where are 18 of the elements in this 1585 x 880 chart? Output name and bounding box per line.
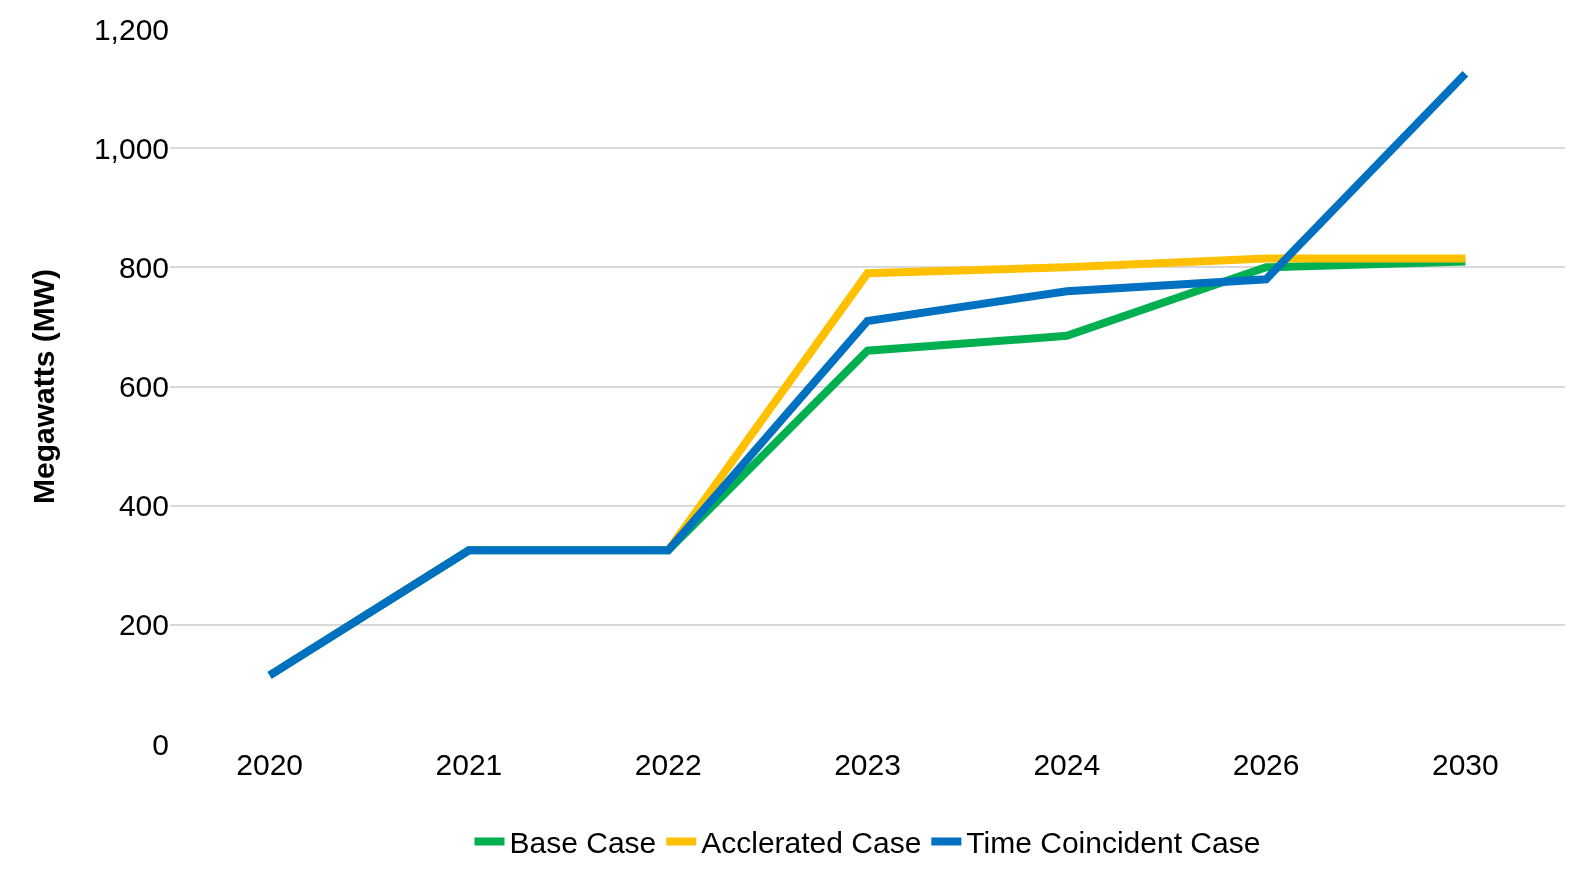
y-tick-label: 800 [118,250,169,284]
x-tick-label: 2026 [1232,748,1300,781]
y-tick-label: 600 [118,370,169,403]
x-tick-label: 2024 [1033,748,1101,781]
legend-label: Base Case [509,826,657,860]
legend-label: Acclerated Case [701,826,922,860]
y-tick-label: 1,000 [93,131,169,165]
x-tick-label: 2022 [634,748,702,781]
y-tick-label: 0 [152,727,169,761]
y-axis-title: Megawatts (MW) [26,269,60,504]
legend-label: Time Coincident Case [966,826,1261,860]
y-tick-label: 1,200 [93,12,169,46]
x-tick-label: 2023 [834,748,901,781]
x-tick-label: 2030 [1431,748,1499,781]
y-tick-label: 200 [118,608,169,642]
y-tick-label: 400 [118,489,169,523]
x-tick-label: 2020 [236,748,304,781]
x-tick-label: 2021 [435,748,503,781]
